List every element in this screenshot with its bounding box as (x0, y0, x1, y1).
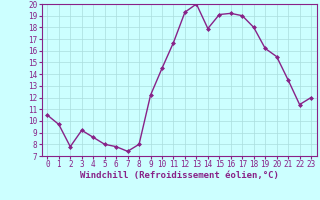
X-axis label: Windchill (Refroidissement éolien,°C): Windchill (Refroidissement éolien,°C) (80, 171, 279, 180)
